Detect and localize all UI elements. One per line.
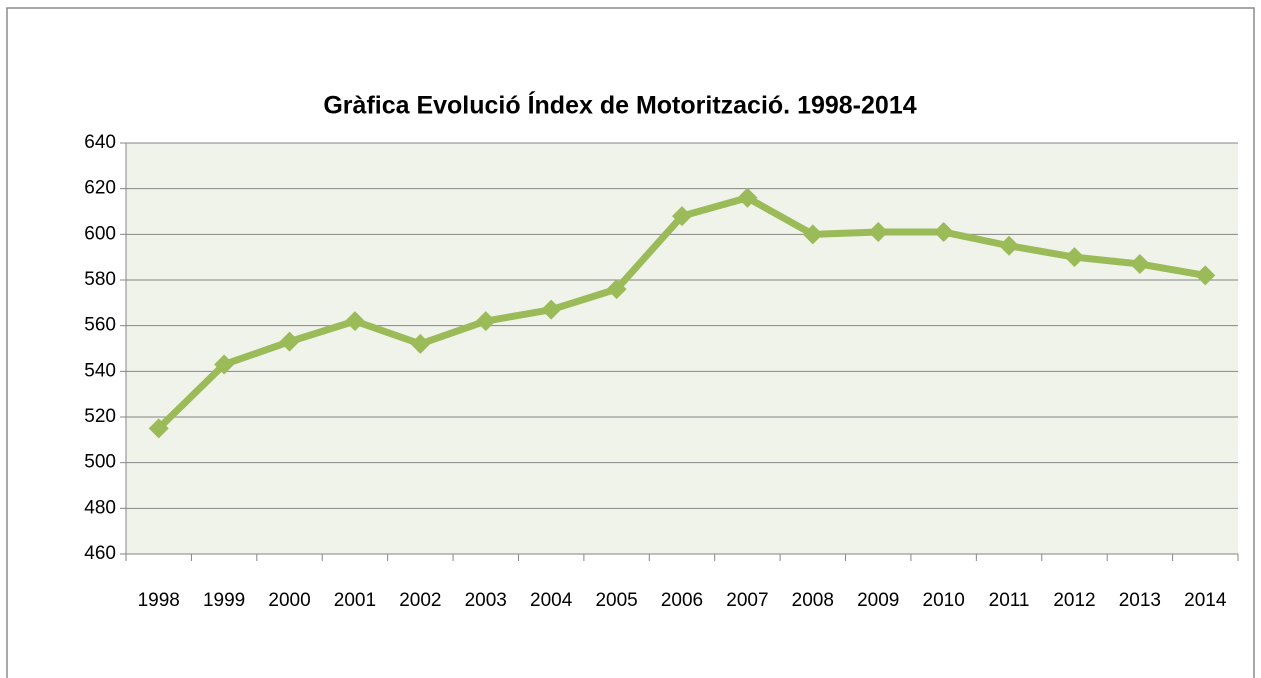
x-tick-label: 2010 (923, 590, 965, 611)
marker (802, 224, 823, 245)
x-tick-label: 1999 (203, 590, 245, 611)
marker (933, 222, 954, 243)
y-tick-label: 540 (84, 360, 116, 381)
y-tick-label: 480 (84, 497, 116, 518)
marker (279, 331, 300, 352)
marker (410, 333, 431, 354)
x-tick-label: 2002 (399, 590, 441, 611)
marker (1129, 254, 1150, 275)
y-tick-label: 560 (84, 315, 116, 336)
chart-title: Gràfica Evolució Índex de Motorització. … (323, 91, 916, 120)
x-tick-label: 2013 (1119, 590, 1161, 611)
y-tick-label: 640 (84, 132, 116, 153)
x-tick-label: 2011 (989, 590, 1030, 611)
x-tick-label: 2012 (1053, 590, 1095, 611)
x-tick-label: 2008 (792, 590, 834, 611)
y-tick-label: 620 (84, 178, 116, 199)
y-tick-label: 520 (84, 406, 116, 427)
marker (475, 311, 496, 332)
marker (1064, 247, 1085, 268)
x-tick-label: 1998 (138, 590, 180, 611)
marker (541, 299, 562, 320)
x-tick-label: 2003 (465, 590, 507, 611)
x-tick-label: 2009 (857, 590, 899, 611)
y-tick-label: 580 (84, 269, 116, 290)
x-tick-label: 2007 (726, 590, 768, 611)
y-tick-label: 500 (84, 452, 116, 473)
marker (737, 187, 758, 208)
marker (344, 311, 365, 332)
marker (868, 222, 889, 243)
x-tick-label: 2001 (334, 590, 376, 611)
marker (999, 235, 1020, 256)
plot-area (126, 143, 1238, 554)
marker (214, 354, 235, 375)
marker (148, 418, 169, 439)
marker (1195, 265, 1216, 286)
marker (672, 206, 692, 227)
y-tick-label: 600 (84, 223, 116, 244)
marker (606, 279, 627, 300)
x-tick-label: 2006 (661, 590, 703, 611)
x-tick-label: 2005 (595, 590, 637, 611)
x-tick-label: 2004 (530, 590, 573, 611)
x-tick-label: 2014 (1184, 590, 1227, 611)
y-tick-label: 460 (84, 543, 116, 564)
x-tick-label: 2000 (268, 590, 310, 611)
